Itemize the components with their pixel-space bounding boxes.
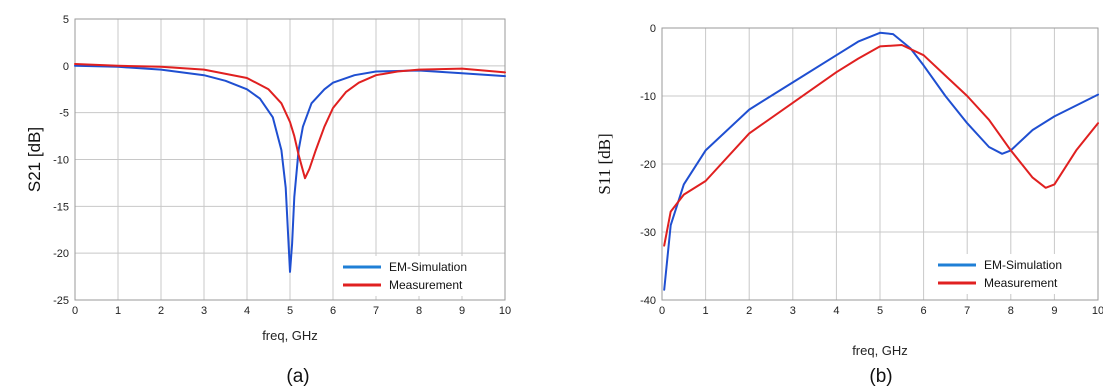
x-tick-label: 3 bbox=[201, 305, 207, 317]
chart-b-legend-label-measurement: Measurement bbox=[984, 276, 1058, 290]
chart-b-x-axis-label: freq, GHz bbox=[852, 343, 908, 358]
x-tick-label: 6 bbox=[330, 305, 336, 317]
chart-a-series bbox=[74, 63, 506, 273]
y-tick-label: -20 bbox=[640, 159, 656, 171]
x-tick-label: 2 bbox=[158, 305, 164, 317]
chart-a-legend-box bbox=[337, 256, 500, 296]
y-tick-label: 5 bbox=[63, 14, 69, 26]
chart-b-x-ticks: 0 1 2 3 4 5 6 7 8 9 10 bbox=[659, 305, 1103, 317]
series-line-measurement bbox=[74, 63, 506, 180]
y-tick-label: -40 bbox=[640, 295, 656, 307]
y-tick-label: 0 bbox=[650, 23, 656, 35]
x-tick-label: 10 bbox=[499, 305, 511, 317]
chart-a-caption: (a) bbox=[286, 366, 309, 387]
chart-a-y-axis-label: S21 [dB] bbox=[25, 127, 44, 192]
chart-b-plot-area bbox=[661, 27, 1099, 301]
chart-a-legend-label-simulation: EM-Simulation bbox=[389, 260, 467, 274]
x-tick-label: 1 bbox=[703, 305, 709, 317]
x-tick-label: 4 bbox=[244, 305, 250, 317]
chart-a-legend: EM-Simulation Measurement bbox=[337, 256, 500, 296]
x-tick-label: 9 bbox=[459, 305, 465, 317]
x-tick-label: 10 bbox=[1092, 305, 1103, 317]
x-tick-label: 3 bbox=[790, 305, 796, 317]
x-tick-label: 5 bbox=[287, 305, 293, 317]
x-tick-label: 0 bbox=[659, 305, 665, 317]
series-line-simulation bbox=[74, 64, 506, 273]
x-tick-label: 7 bbox=[373, 305, 379, 317]
x-tick-label: 2 bbox=[746, 305, 752, 317]
y-tick-label: 0 bbox=[63, 61, 69, 73]
y-tick-label: -30 bbox=[640, 227, 656, 239]
y-tick-label: -25 bbox=[53, 295, 69, 307]
x-tick-label: 5 bbox=[877, 305, 883, 317]
x-tick-label: 4 bbox=[833, 305, 839, 317]
series-line-measurement bbox=[663, 44, 1099, 247]
x-tick-label: 0 bbox=[72, 305, 78, 317]
chart-a-plot-area bbox=[74, 18, 506, 301]
chart-a-x-axis-label: freq, GHz bbox=[262, 328, 318, 343]
x-tick-label: 1 bbox=[115, 305, 121, 317]
y-tick-label: -5 bbox=[59, 108, 69, 120]
chart-b-y-ticks: 0 -10 -20 -30 -40 bbox=[640, 23, 656, 307]
chart-a-y-ticks: 5 0 -5 -10 -15 -20 -25 bbox=[53, 14, 69, 307]
x-tick-label: 7 bbox=[964, 305, 970, 317]
y-tick-label: -10 bbox=[53, 155, 69, 167]
series-line-simulation bbox=[663, 31, 1099, 291]
chart-b-series bbox=[663, 31, 1099, 291]
chart-a: 0 1 2 3 4 5 6 7 8 9 10 50-5-10-15-20-25 freq, GHz … bbox=[25, 14, 511, 387]
x-tick-label: 8 bbox=[1008, 305, 1014, 317]
chart-b-legend: EM-Simulation Measurement bbox=[932, 254, 1094, 294]
chart-a-legend-label-measurement: Measurement bbox=[389, 278, 463, 292]
chart-b-legend-box bbox=[932, 254, 1094, 294]
x-tick-label: 9 bbox=[1051, 305, 1057, 317]
y-tick-label: -20 bbox=[53, 248, 69, 260]
chart-b: 0 1 2 3 4 5 6 7 8 9 10 0 -10 -20 -30 -40 freq, GHz S11… bbox=[595, 23, 1103, 387]
chart-b-caption: (b) bbox=[869, 366, 892, 387]
chart-b-legend-label-simulation: EM-Simulation bbox=[984, 258, 1062, 272]
x-tick-label: 8 bbox=[416, 305, 422, 317]
y-tick-label: -15 bbox=[53, 201, 69, 213]
y-tick-label: -10 bbox=[640, 91, 656, 103]
chart-a-x-ticks: 0 1 2 3 4 5 6 7 8 9 10 bbox=[72, 305, 511, 317]
x-tick-label: 6 bbox=[921, 305, 927, 317]
chart-b-y-axis-label: S11 [dB] bbox=[595, 133, 614, 194]
